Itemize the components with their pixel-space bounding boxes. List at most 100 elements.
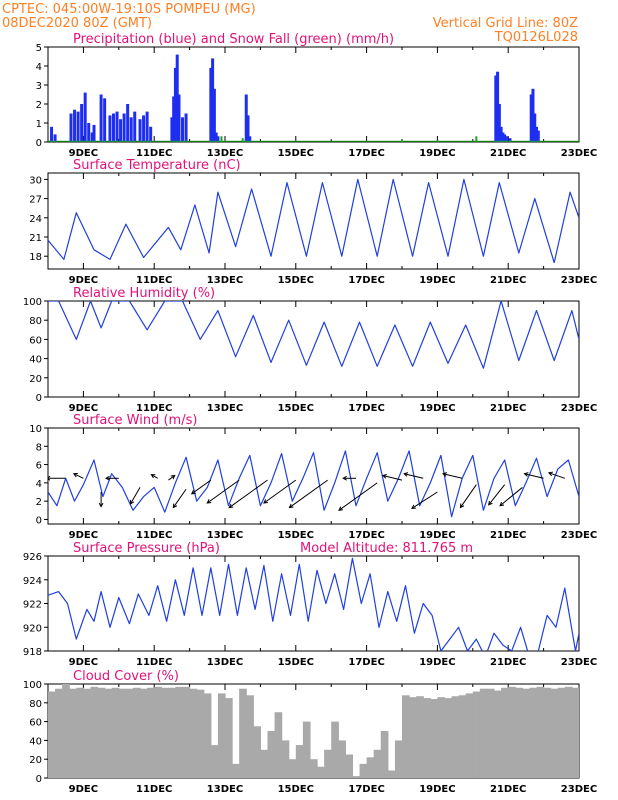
cloud-x-tick-label: 17DEC <box>348 784 384 795</box>
precipitation-bar <box>173 67 177 142</box>
cloud-y-tick-label: 100 <box>23 680 42 691</box>
precipitation-y-tick-label: 5 <box>36 43 42 54</box>
precipitation-bar <box>172 96 176 142</box>
precipitation-x-tick-label: 13DEC <box>207 148 243 159</box>
cloud-bar <box>111 687 120 778</box>
wind-direction-arrow <box>403 472 424 479</box>
cloud-panel: Cloud Cover (%) 9DEC 11DEC 13DEC 15DEC 17DEC 1… <box>23 669 597 795</box>
cloud-bar <box>416 696 424 778</box>
humidity-plot-frame <box>47 300 580 398</box>
cloud-bar <box>479 688 488 778</box>
cloud-bar <box>550 688 559 778</box>
cloud-bar <box>536 686 545 778</box>
cloud-bar <box>76 687 84 778</box>
precipitation-bar <box>73 109 77 142</box>
cloud-bar <box>118 688 127 778</box>
cloud-bar <box>203 693 212 778</box>
cloud-x-tick-label: 13DEC <box>207 784 243 795</box>
temperature-x-tick-label: 19DEC <box>419 275 455 286</box>
temperature-x-tick-label: 13DEC <box>207 275 243 286</box>
humidity-series-line <box>48 301 579 369</box>
cloud-bar <box>394 740 403 778</box>
precipitation-bar <box>175 54 179 142</box>
precipitation-bar <box>209 67 213 142</box>
cloud-bar <box>331 721 339 778</box>
humidity-y-tick-label: 0 <box>36 393 42 404</box>
temperature-x-tick-label: 23DEC <box>561 275 597 286</box>
pressure-plot-frame <box>47 555 580 652</box>
wind-direction-arrow <box>168 474 176 481</box>
precipitation-bar <box>536 130 540 142</box>
cloud-bar <box>324 749 332 778</box>
precipitation-y-tick-label: 4 <box>36 62 42 73</box>
cloud-bar <box>182 686 191 778</box>
cloud-bar <box>125 688 134 778</box>
wind-y-tick-label: 8 <box>36 442 42 453</box>
figure-header: CPTEC: 045:00W-19:10S POMPEU (MG) 08DEC2… <box>2 2 578 45</box>
precipitation-bar <box>50 126 54 142</box>
cloud-bar <box>295 745 304 778</box>
pressure-y-tick-label: 926 <box>23 552 42 563</box>
cloud-bar <box>140 688 148 778</box>
precipitation-bar <box>111 113 115 142</box>
wind-direction-arrow <box>48 475 66 481</box>
precipitation-bar <box>129 117 133 142</box>
precipitation-bar <box>69 113 73 142</box>
pressure-series-line <box>48 557 579 651</box>
humidity-x-tick-label: 15DEC <box>278 403 314 414</box>
precipitation-y-tick-label: 2 <box>36 100 42 111</box>
wind-direction-arrow <box>98 492 104 508</box>
wind-direction-arrow <box>442 472 463 479</box>
wind-y-tick-label: 6 <box>36 461 42 472</box>
precipitation-bar <box>499 126 503 142</box>
precipitation-bar <box>220 136 223 142</box>
wind-direction-arrow <box>190 479 212 495</box>
precipitation-bar <box>115 111 119 142</box>
precipitation-bar <box>241 138 244 142</box>
precipitation-bar <box>503 134 507 142</box>
cloud-bar <box>154 686 162 778</box>
humidity-panel: Relative Humidity (%) 9DEC 11DEC 13DEC 15DEC… <box>23 286 597 414</box>
cloud-y-tick-label: 60 <box>29 718 42 729</box>
run-date-text: 08DEC2020 80Z (GMT) <box>2 16 152 31</box>
precipitation-bar <box>87 123 91 142</box>
precipitation-bar <box>80 104 84 142</box>
wind-x-tick-label: 13DEC <box>207 530 243 541</box>
precipitation-y-tick-label: 0 <box>36 138 42 149</box>
precipitation-bar <box>508 138 512 142</box>
precipitation-bar <box>529 94 533 142</box>
wind-direction-arrow <box>129 487 141 505</box>
precipitation-bar <box>248 136 252 142</box>
pressure-x-tick-label: 11DEC <box>136 657 172 668</box>
humidity-x-tick-label: 23DEC <box>561 403 597 414</box>
cloud-bar <box>232 763 240 778</box>
pressure-title: Surface Pressure (hPa) <box>73 541 220 556</box>
wind-x-tick-label: 11DEC <box>136 530 172 541</box>
precipitation-bar <box>211 58 215 142</box>
precipitation-bar <box>90 132 94 142</box>
cloud-bar <box>281 740 290 778</box>
precipitation-bar <box>108 115 112 142</box>
humidity-y-tick-label: 60 <box>29 335 42 346</box>
cloud-bar <box>465 693 474 778</box>
precipitation-x-tick-label: 17DEC <box>348 148 384 159</box>
humidity-x-tick-label: 9DEC <box>69 403 98 414</box>
precipitation-bar <box>504 136 508 142</box>
cloud-bar <box>387 770 396 778</box>
wind-direction-arrow <box>381 474 403 481</box>
wind-x-tick-label: 9DEC <box>69 530 98 541</box>
cloud-bar <box>132 687 141 778</box>
cloud-bar <box>97 687 106 778</box>
wind-title: Surface Wind (m/s) <box>73 413 197 428</box>
cloud-bar <box>444 698 453 778</box>
precipitation-x-tick-label: 9DEC <box>69 148 98 159</box>
pressure-x-tick-label: 21DEC <box>490 657 526 668</box>
cloud-bar <box>458 695 467 778</box>
cloud-bar <box>486 688 495 778</box>
cloud-bar <box>494 690 502 778</box>
temperature-panel: Surface Temperature (nC) 9DEC 11DEC 13DEC 15… <box>29 158 597 286</box>
cloud-bar <box>168 687 177 778</box>
wind-y-tick-label: 10 <box>29 424 42 435</box>
cloud-bar <box>253 726 261 778</box>
